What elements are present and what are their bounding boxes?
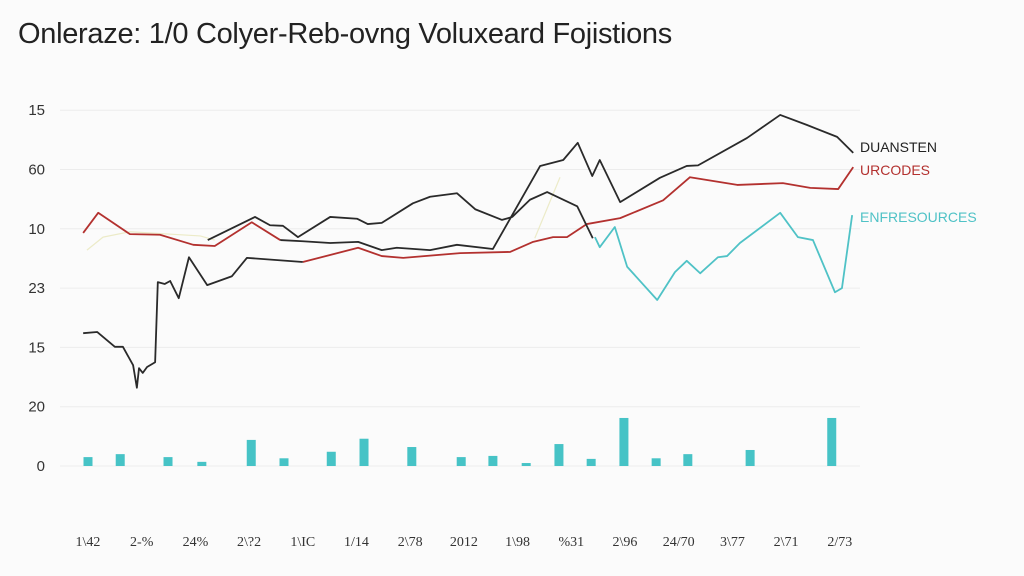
urcodes-line bbox=[82, 211, 281, 247]
duansten-line bbox=[83, 256, 303, 389]
faint-line bbox=[86, 231, 215, 251]
bar bbox=[115, 454, 125, 466]
legend-label-duansten: DUANSTEN bbox=[860, 139, 937, 155]
bar bbox=[745, 449, 755, 466]
x-tick-label: 1\IC bbox=[290, 535, 315, 550]
chart-title: Onleraze: 1/0 Colyer-Reb-ovng Voluxeard … bbox=[18, 18, 672, 50]
y-tick-label: 60 bbox=[28, 162, 45, 179]
bar bbox=[246, 439, 256, 466]
duansten-line bbox=[207, 191, 594, 241]
bar bbox=[651, 458, 661, 466]
bar bbox=[456, 457, 466, 466]
x-tick-label: 2-% bbox=[130, 535, 154, 550]
y-tick-label: 10 bbox=[28, 221, 45, 238]
line-series bbox=[82, 114, 854, 389]
bar-series bbox=[83, 417, 837, 466]
y-tick-label: 15 bbox=[28, 339, 45, 356]
x-tick-label: 2\?2 bbox=[237, 535, 261, 550]
x-tick-label: 1\98 bbox=[505, 535, 530, 550]
y-tick-label: 15 bbox=[28, 102, 45, 119]
faint-line bbox=[534, 176, 561, 239]
bar bbox=[359, 438, 369, 466]
bar bbox=[521, 463, 531, 466]
bar bbox=[827, 417, 837, 466]
y-tick-label: 20 bbox=[28, 399, 45, 416]
bar bbox=[554, 444, 564, 466]
bar bbox=[407, 447, 417, 466]
bar bbox=[326, 451, 336, 466]
bar bbox=[619, 417, 629, 466]
bar bbox=[163, 457, 173, 466]
x-tick-label: 2\71 bbox=[774, 535, 799, 550]
bar bbox=[197, 461, 207, 466]
duansten-line bbox=[280, 114, 854, 252]
urcodes-line bbox=[302, 166, 854, 263]
x-tick-label: 24% bbox=[183, 535, 209, 550]
x-tick-label: 24/70 bbox=[663, 535, 695, 550]
y-axis: 0 20 15 23 10 60 15 bbox=[28, 102, 45, 475]
x-tick-label: 1/14 bbox=[344, 535, 369, 550]
legend-label-urcodes: URCODES bbox=[860, 162, 930, 178]
legend-label-enfresources: ENFRESOURCES bbox=[860, 209, 977, 225]
x-tick-label: 1\42 bbox=[76, 535, 101, 550]
bar bbox=[586, 458, 596, 466]
x-tick-label: 2012 bbox=[450, 535, 478, 550]
x-tick-label: 2/73 bbox=[827, 535, 852, 550]
y-tick-label: 0 bbox=[37, 458, 45, 475]
bar bbox=[488, 455, 498, 466]
x-tick-label: 3\77 bbox=[720, 535, 745, 550]
legend: DUANSTEN URCODES ENFRESOURCES bbox=[860, 139, 977, 225]
bar bbox=[279, 458, 289, 466]
x-tick-label: 2\78 bbox=[398, 535, 423, 550]
bar bbox=[83, 457, 93, 466]
x-tick-label: 2\96 bbox=[613, 535, 638, 550]
enfresources-line bbox=[594, 211, 854, 301]
x-axis: 1\42 2-% 24% 2\?2 1\IC 1/14 2\78 2012 1\98 %31 2\9… bbox=[76, 535, 853, 550]
x-tick-label: %31 bbox=[558, 535, 584, 550]
gridlines bbox=[60, 109, 860, 467]
bar bbox=[683, 454, 693, 466]
y-tick-label: 23 bbox=[28, 280, 45, 297]
